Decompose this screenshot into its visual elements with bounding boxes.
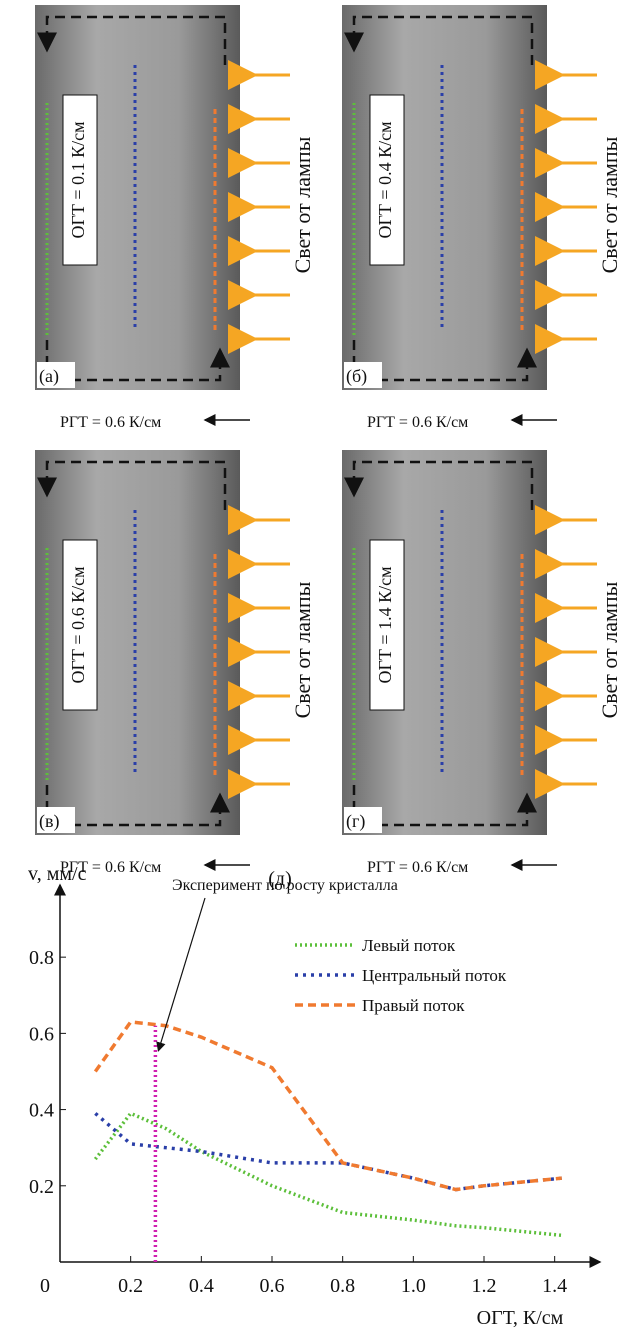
series-line (95, 1022, 561, 1190)
panel-label: (б) (346, 366, 367, 387)
ogt-label: ОГТ = 1.4 К/см (375, 567, 395, 684)
rgt-label: РГТ = 0.6 К/см (367, 414, 468, 431)
panel-label: (г) (346, 811, 365, 832)
y-tick-label: 0.2 (29, 1176, 54, 1198)
light-label: Свет от лампы (290, 136, 315, 273)
figure: ОГТ = 0.1 К/см (а) Свет от лампы РГТ = 0.6 … (0, 0, 619, 1333)
ogt-label: ОГТ = 0.4 К/см (375, 122, 395, 239)
y-tick-label: 0.6 (29, 1023, 54, 1045)
rgt-label: РГТ = 0.6 К/см (60, 414, 161, 431)
x-tick-label: 1.4 (542, 1275, 567, 1297)
light-label: Свет от лампы (597, 136, 619, 273)
x-tick-label: 0 (40, 1275, 50, 1297)
legend-label: Правый поток (362, 996, 465, 1015)
y-tick-label: 0.8 (29, 947, 54, 969)
legend-label: Центральный поток (362, 966, 507, 985)
series-line (95, 1113, 561, 1235)
light-label: Свет от лампы (290, 581, 315, 718)
ogt-label: ОГТ = 0.1 К/см (68, 122, 88, 239)
x-axis-label: ОГТ, К/см (477, 1307, 564, 1329)
series-line (95, 1113, 561, 1189)
rgt-label: РГТ = 0.6 К/см (367, 859, 468, 876)
ogt-label: ОГТ = 0.6 К/см (68, 567, 88, 684)
light-label: Свет от лампы (597, 581, 619, 718)
x-tick-label: 0.2 (118, 1275, 143, 1297)
annotation-arrow (158, 898, 205, 1051)
x-tick-label: 1.2 (472, 1275, 497, 1297)
panel-label: (в) (39, 811, 60, 832)
x-tick-label: 0.8 (330, 1275, 355, 1297)
y-tick-label: 0.4 (29, 1100, 54, 1122)
annotation-label: Эксперимент по росту кристалла (172, 877, 398, 894)
x-tick-label: 1.0 (401, 1275, 426, 1297)
x-tick-label: 0.6 (260, 1275, 285, 1297)
panel-label: (а) (39, 366, 59, 387)
x-tick-label: 0.4 (189, 1275, 214, 1297)
y-axis-label: v, мм/с (28, 863, 87, 885)
legend-label: Левый поток (362, 936, 456, 955)
